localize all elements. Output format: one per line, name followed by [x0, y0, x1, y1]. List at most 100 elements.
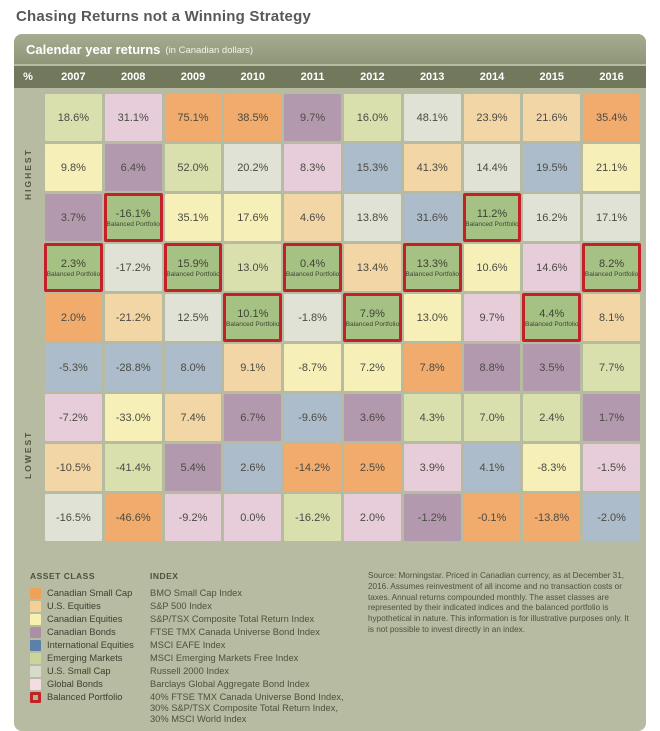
return-cell-2011-balanced-portfolio: 0.4% Balanced Portfolio	[283, 243, 342, 292]
return-cell-2015-canadian-bonds: 3.5%	[523, 344, 581, 391]
return-cell-2013-emerging-markets: 4.3%	[403, 394, 461, 441]
balanced-portfolio-cell-label: Balanced Portfolio	[584, 270, 639, 278]
return-cell-2011-canadian-equities: -8.7%	[284, 344, 341, 391]
return-cell-2013-u-s-equities: 41.3%	[403, 144, 461, 191]
index-name-emerging-markets: MSCI Emerging Markets Free Index	[150, 653, 299, 663]
return-cell-2016-global-bonds: -1.5%	[583, 444, 640, 491]
grid-row-4: 2.3% Balanced Portfolio -17.2% 15.9% Balance…	[44, 243, 641, 292]
return-cell-2007-international-equities: -5.3%	[45, 344, 102, 391]
return-cell-2016-u-s-small-cap: 17.1%	[583, 194, 640, 241]
return-cell-2008-international-equities: -28.8%	[104, 344, 162, 391]
legend-item-emerging-markets: Emerging Markets	[30, 652, 150, 665]
global-bonds-swatch-icon	[30, 679, 41, 690]
grid-row-1: 18.6% 31.1% 75.1% 38.5% 9.7% 16.0% 48.1% 23.9% 2…	[45, 94, 640, 141]
return-cell-2012-canadian-bonds: 3.6%	[343, 394, 401, 441]
asset-class-list: Canadian Small Cap U.S. Equities Canadian …	[30, 587, 150, 704]
return-cell-2007-canadian-small-cap: 2.0%	[45, 294, 102, 341]
legend-item-canadian-equities: Canadian Equities	[30, 613, 150, 626]
grid-row-7: -7.2% -33.0% 7.4% 6.7% -9.6% 3.6% 4.3% 7.0% 2.4%…	[45, 394, 640, 441]
return-cell-2012-canadian-small-cap: 2.5%	[343, 444, 401, 491]
return-cell-2007-emerging-markets: 18.6%	[45, 94, 102, 141]
year-header-2013: 2013	[419, 71, 445, 83]
return-cell-2015-global-bonds: 14.6%	[523, 244, 581, 291]
index-column: INDEX BMO Small Cap Index S&P 500 Index S&…	[150, 571, 368, 725]
index-header: INDEX	[150, 571, 179, 581]
canadian-equities-swatch-icon	[30, 614, 41, 625]
legend-item-canadian-bonds: Canadian Bonds	[30, 626, 150, 639]
canadian-small-cap-swatch-icon	[30, 588, 41, 599]
panel-header: Calendar year returns (in Canadian dolla…	[14, 34, 646, 64]
balanced-portfolio-cell-label: Balanced Portfolio	[46, 270, 101, 278]
return-cell-2009-emerging-markets: 52.0%	[164, 144, 222, 191]
asset-class-header: ASSET CLASS	[30, 571, 96, 581]
return-value: 2.3%	[60, 257, 86, 270]
year-header-2007: 2007	[61, 71, 86, 83]
return-cell-2008-canadian-equities: -33.0%	[104, 394, 162, 441]
panel-header-subtitle: (in Canadian dollars)	[165, 44, 254, 56]
index-name-u-s-small-cap: Russell 2000 Index	[150, 666, 230, 676]
return-cell-2015-balanced-portfolio: 4.4% Balanced Portfolio	[522, 293, 582, 342]
grid-row-3: 3.7% -16.1% Balanced Portfolio 35.1% 17.6% 4.…	[45, 193, 640, 242]
legend-label-international-equities: International Equities	[47, 640, 134, 650]
axis-label-lowest: LOWEST	[23, 430, 33, 480]
return-cell-2009-international-equities: 8.0%	[164, 344, 222, 391]
return-value: 4.4%	[539, 307, 565, 320]
return-cell-2016-canadian-equities: 21.1%	[583, 144, 640, 191]
return-value: 0.4%	[300, 257, 326, 270]
return-cell-2008-emerging-markets: -41.4%	[104, 444, 162, 491]
return-cell-2013-canadian-bonds: -1.2%	[403, 494, 461, 541]
return-cell-2016-canadian-small-cap: 35.4%	[583, 94, 640, 141]
return-cell-2009-u-s-small-cap: 12.5%	[164, 294, 222, 341]
legend-label-emerging-markets: Emerging Markets	[47, 653, 123, 663]
return-cell-2014-global-bonds: 9.7%	[463, 294, 521, 341]
year-header-2010: 2010	[240, 71, 266, 83]
return-cell-2007-canadian-bonds: 3.7%	[45, 194, 102, 241]
return-cell-2016-balanced-portfolio: 8.2% Balanced Portfolio	[582, 243, 641, 292]
emerging-markets-swatch-icon	[30, 653, 41, 664]
return-cell-2014-canadian-small-cap: -0.1%	[463, 494, 521, 541]
axis-label-highest: HIGHEST	[23, 148, 33, 200]
calendar-returns-panel: Calendar year returns (in Canadian dolla…	[14, 34, 646, 731]
source-note: Source: Morningstar. Priced in Canadian …	[368, 571, 629, 635]
legend-label-canadian-equities: Canadian Equities	[47, 614, 123, 624]
year-header-2016: 2016	[599, 71, 624, 83]
return-value: 13.3%	[416, 257, 448, 270]
return-cell-2010-canadian-small-cap: 38.5%	[224, 94, 282, 141]
return-cell-2008-global-bonds: 31.1%	[104, 94, 162, 141]
index-name-global-bonds: Barclays Global Aggregate Bond Index	[150, 679, 310, 689]
legend-label-global-bonds: Global Bonds	[47, 679, 103, 689]
return-cell-2016-emerging-markets: 7.7%	[583, 344, 640, 391]
balanced-portfolio-cell-label: Balanced Portfolio	[106, 220, 160, 228]
year-header-2011: 2011	[300, 71, 325, 83]
return-cell-2010-international-equities: 2.6%	[224, 444, 282, 491]
return-cell-2011-canadian-bonds: 9.7%	[284, 94, 341, 141]
balanced-portfolio-cell-label: Balanced Portfolio	[166, 270, 220, 278]
year-header-2014: 2014	[479, 71, 505, 83]
return-value: 7.9%	[359, 307, 385, 320]
balanced-portfolio-cell-label: Balanced Portfolio	[405, 270, 459, 278]
return-value: 8.2%	[599, 257, 625, 270]
return-cell-2012-u-s-small-cap: 13.8%	[343, 194, 401, 241]
legend-label-balanced-portfolio: Balanced Portfolio	[47, 692, 123, 702]
balanced-portfolio-cell-label: Balanced Portfolio	[525, 320, 579, 328]
legend-label-canadian-bonds: Canadian Bonds	[47, 627, 116, 637]
return-value: 15.9%	[177, 257, 209, 270]
return-cell-2009-canadian-bonds: 5.4%	[164, 444, 222, 491]
grid-row-2: 9.8% 6.4% 52.0% 20.2% 8.3% 15.3% 41.3% 14.4% 19.…	[45, 144, 640, 191]
return-cell-2013-international-equities: 31.6%	[403, 194, 461, 241]
return-cell-2014-emerging-markets: 7.0%	[463, 394, 521, 441]
return-cell-2013-u-s-small-cap: 48.1%	[403, 94, 461, 141]
returns-grid: 18.6% 31.1% 75.1% 38.5% 9.7% 16.0% 48.1% 23.9% 2…	[14, 88, 646, 541]
return-cell-2014-u-s-equities: 23.9%	[463, 94, 521, 141]
legend-label-u-s-equities: U.S. Equities	[47, 601, 101, 611]
return-cell-2008-canadian-bonds: 6.4%	[104, 144, 162, 191]
return-cell-2010-global-bonds: 0.0%	[224, 494, 282, 541]
balanced-portfolio-cell-label: Balanced Portfolio	[465, 220, 519, 228]
return-cell-2011-u-s-equities: 4.6%	[284, 194, 341, 241]
returns-table: HIGHEST LOWEST 18.6% 31.1% 75.1% 38.5% 9.7% 1…	[14, 88, 646, 541]
grid-row-8: -10.5% -41.4% 5.4% 2.6% -14.2% 2.5% 3.9% 4.1% -8…	[45, 444, 640, 491]
balanced-portfolio-swatch-icon	[30, 692, 41, 703]
return-cell-2008-canadian-small-cap: -46.6%	[104, 494, 162, 541]
return-value: 11.2%	[476, 207, 508, 220]
return-cell-2011-international-equities: -9.6%	[284, 394, 341, 441]
